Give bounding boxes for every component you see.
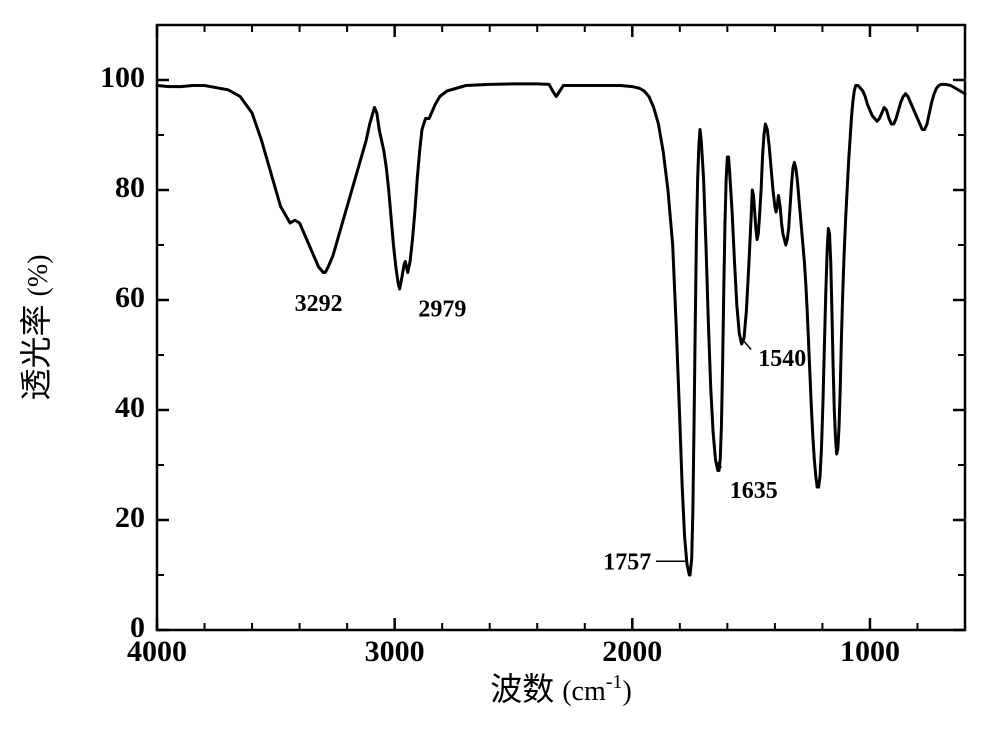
x-tick-label: 1000 <box>840 635 900 668</box>
spectrum-line <box>157 84 965 575</box>
y-tick-label: 60 <box>115 281 145 314</box>
peak-label: 1757 <box>603 550 651 576</box>
y-tick-label: 20 <box>115 501 145 534</box>
y-axis-title: 透光率 (%) <box>18 255 54 401</box>
y-tick-label: 40 <box>115 391 145 424</box>
x-axis-title: 波数 (cm-1) <box>490 671 632 707</box>
peak-label: 2979 <box>418 297 466 323</box>
x-tick-label: 2000 <box>602 635 662 668</box>
x-tick-label: 3000 <box>365 635 425 668</box>
y-tick-label: 100 <box>100 61 145 94</box>
chart-svg: 4000300020001000020406080100329229791757… <box>0 0 1000 739</box>
plot-border <box>157 25 965 630</box>
peak-label: 3292 <box>295 291 343 317</box>
y-tick-label: 0 <box>130 611 145 644</box>
y-tick-label: 80 <box>115 171 145 204</box>
peak-label: 1635 <box>730 478 778 504</box>
ftir-chart: 4000300020001000020406080100329229791757… <box>0 0 1000 739</box>
peak-label: 1540 <box>758 346 806 372</box>
